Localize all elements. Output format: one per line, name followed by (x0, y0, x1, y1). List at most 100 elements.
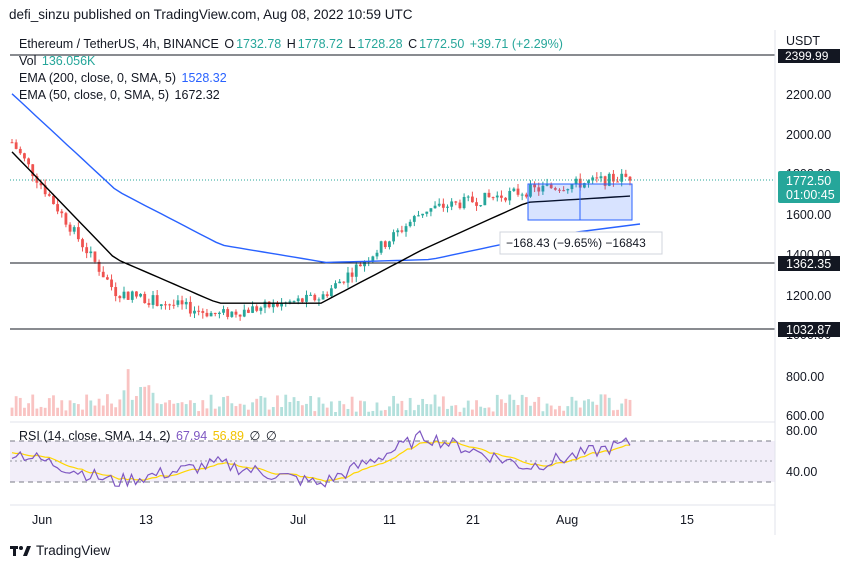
footer-brand: TradingView (36, 543, 111, 558)
volume-bar (35, 408, 39, 416)
volume-bar (475, 400, 478, 416)
volume-bar (247, 409, 250, 416)
candle-body (85, 247, 89, 254)
candle-body (176, 300, 180, 305)
candle-body (43, 185, 47, 195)
rsi-value: 67.94 (175, 429, 208, 443)
volume-bar (201, 400, 205, 416)
tradingview-logo-icon (10, 545, 32, 557)
volume-bar (43, 407, 47, 416)
tradingview-footer: TradingView (10, 543, 110, 558)
volume-bar (359, 400, 362, 416)
candle-body (359, 264, 362, 267)
candle-body (205, 312, 209, 317)
candle-body (570, 184, 574, 190)
candle-body (325, 294, 329, 297)
candle-body (164, 304, 167, 306)
level-label-1032: 1032.87 (786, 323, 831, 337)
volume-bar (591, 401, 595, 416)
volume-bar (553, 409, 557, 416)
volume-bar (193, 402, 196, 416)
volume-bar (541, 411, 545, 416)
candle-body (620, 173, 624, 182)
rsi-legend[interactable]: RSI (14, close, SMA, 14, 2) 67.94 56.89 … (19, 428, 279, 443)
volume-bar (612, 410, 615, 416)
volume-bar (159, 404, 163, 416)
candle-body (226, 309, 230, 317)
volume-bar (168, 400, 172, 416)
volume-bar (334, 411, 337, 416)
ema200-legend[interactable]: EMA (200, close, 0, SMA, 5) 1528.32 (19, 71, 229, 85)
volume-bar (313, 411, 317, 416)
volume-bar (52, 395, 55, 416)
rsi-tick-80: 80.00 (786, 424, 817, 438)
candle-body (574, 178, 578, 185)
level-label-1362: 1362.35 (786, 257, 831, 271)
volume-bar (342, 404, 346, 416)
volume-bar (408, 397, 412, 416)
volume-bar (462, 407, 466, 416)
axis-tick-600: 600.00 (786, 409, 824, 423)
candle-body (60, 211, 64, 214)
candle-body (14, 142, 18, 149)
candle-body (180, 300, 184, 305)
candle-body (52, 195, 55, 205)
volume-bar (487, 407, 491, 416)
ema200-value: 1528.32 (181, 71, 227, 85)
candle-body (68, 224, 72, 232)
candle-body (101, 271, 105, 278)
ema50-legend[interactable]: EMA (50, close, 0, SMA, 5) 1672.32 (19, 88, 222, 102)
candle-body (388, 241, 391, 248)
volume-bar (139, 387, 142, 416)
volume-bar (39, 406, 43, 416)
ohlc-h-label: H (286, 37, 296, 51)
ohlc-low: 1728.28 (357, 37, 403, 51)
candle-body (404, 226, 408, 232)
volume-bar (164, 402, 167, 416)
candle-body (271, 302, 275, 308)
candle-body (76, 227, 80, 240)
volume-bar (143, 386, 147, 416)
volume-bar (508, 394, 512, 416)
volume-bar (383, 409, 387, 416)
volume-bar (599, 394, 603, 416)
candle-body (47, 194, 51, 196)
volume-bar (566, 406, 570, 416)
symbol-legend[interactable]: Ethereum / TetherUS, 4h, BINANCE O 1732.7… (19, 37, 565, 51)
candle-body (31, 164, 35, 177)
vol-legend[interactable]: Vol 136.056K (19, 54, 97, 68)
candle-body (147, 303, 151, 305)
chart-area[interactable]: −168.43 (−9.65%) −16843 USDT 2399.99 220… (0, 30, 860, 535)
volume-bar (400, 400, 404, 416)
volume-bar (296, 401, 300, 416)
candle-body (313, 294, 317, 301)
volume-bar (396, 403, 400, 416)
volume-bar (184, 404, 188, 416)
volume-bar (242, 404, 246, 416)
volume-bar (458, 411, 462, 416)
candle-body (504, 197, 507, 201)
candle-body (437, 203, 441, 206)
candle-body (466, 196, 470, 198)
candle-body (529, 184, 532, 197)
volume-bar (524, 397, 528, 416)
volume-bar (321, 403, 325, 416)
ema50-value: 1672.32 (174, 88, 220, 102)
ohlc-open: 1732.78 (236, 37, 282, 51)
volume-bar (217, 406, 221, 416)
price-chart[interactable]: −168.43 (−9.65%) −16843 USDT 2399.99 220… (0, 30, 860, 535)
candle-body (188, 301, 192, 314)
volume-bar (188, 400, 192, 416)
candle-body (342, 281, 346, 283)
candle-body (56, 204, 60, 212)
volume-bar (276, 395, 279, 416)
volume-bar (305, 403, 308, 416)
volume-bar (56, 407, 60, 416)
volume-bar (114, 407, 118, 416)
candle-body (516, 188, 520, 195)
candle-body (334, 283, 337, 289)
volume-bar (363, 401, 366, 416)
rsi-line (11, 429, 631, 488)
symbol-name[interactable]: Ethereum / TetherUS, 4h, BINANCE (19, 37, 219, 51)
volume-bar (537, 396, 541, 416)
